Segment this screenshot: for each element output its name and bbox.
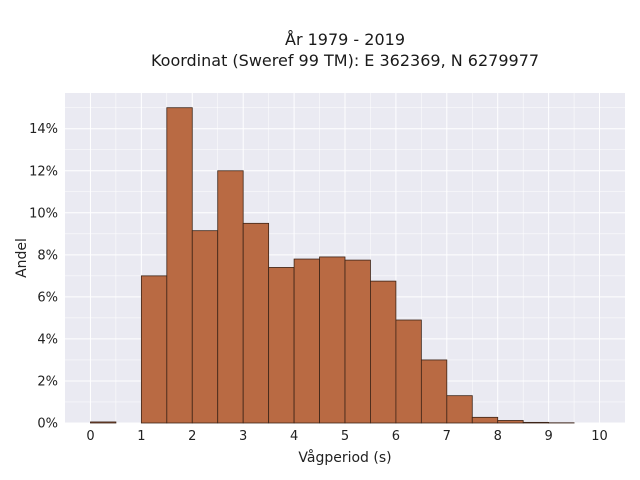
x-tick-label: 5: [341, 429, 349, 444]
y-tick-label: 12%: [29, 164, 58, 179]
x-tick-labels: 0 1 2 3 4 5 6 7 8 9 10: [86, 429, 608, 444]
y-tick-label: 6%: [37, 290, 58, 305]
y-tick-label: 0%: [37, 417, 58, 432]
y-tick-label: 2%: [37, 374, 58, 389]
histogram-bar: [319, 256, 346, 424]
y-axis-label: Andel: [14, 238, 30, 278]
x-tick-label: 3: [239, 429, 247, 444]
y-tick-label: 10%: [29, 206, 58, 221]
histogram-bar: [344, 259, 371, 424]
x-tick-label: 4: [290, 429, 298, 444]
x-tick-label: 8: [494, 429, 502, 444]
histogram-bar: [191, 230, 219, 424]
x-tick-label: 2: [188, 429, 196, 444]
histogram-bar: [217, 170, 244, 424]
histogram-bar: [395, 319, 422, 424]
y-tick-label: 4%: [37, 332, 58, 347]
chart-title-line1: År 1979 - 2019: [285, 30, 405, 49]
x-tick-label: 1: [137, 429, 145, 444]
histogram-bar: [242, 222, 270, 424]
x-tick-label: 10: [591, 429, 608, 444]
histogram-bar: [446, 395, 473, 424]
y-tick-label: 8%: [37, 248, 58, 263]
x-tick-label: 6: [392, 429, 400, 444]
histogram-bar: [140, 275, 168, 424]
histogram-bar: [370, 280, 397, 424]
y-tick-labels: 0% 2% 4% 6% 8% 10% 12% 14%: [29, 122, 58, 431]
x-tick-label: 9: [544, 429, 552, 444]
x-tick-label: 0: [86, 429, 94, 444]
histogram-bar: [293, 258, 320, 424]
histogram-bar: [166, 107, 193, 424]
x-axis-label: Vågperiod (s): [298, 449, 391, 466]
histogram-bar: [268, 267, 295, 424]
x-tick-label: 7: [443, 429, 451, 444]
histogram-bar: [420, 359, 448, 424]
bars: [90, 107, 575, 424]
chart-title-line2: Koordinat (Sweref 99 TM): E 362369, N 62…: [151, 51, 539, 70]
histogram-bar: [522, 421, 550, 424]
histogram-bar: [90, 421, 117, 424]
histogram-bar: [471, 416, 499, 424]
histogram-bar: [497, 420, 524, 424]
y-tick-label: 14%: [29, 122, 58, 137]
